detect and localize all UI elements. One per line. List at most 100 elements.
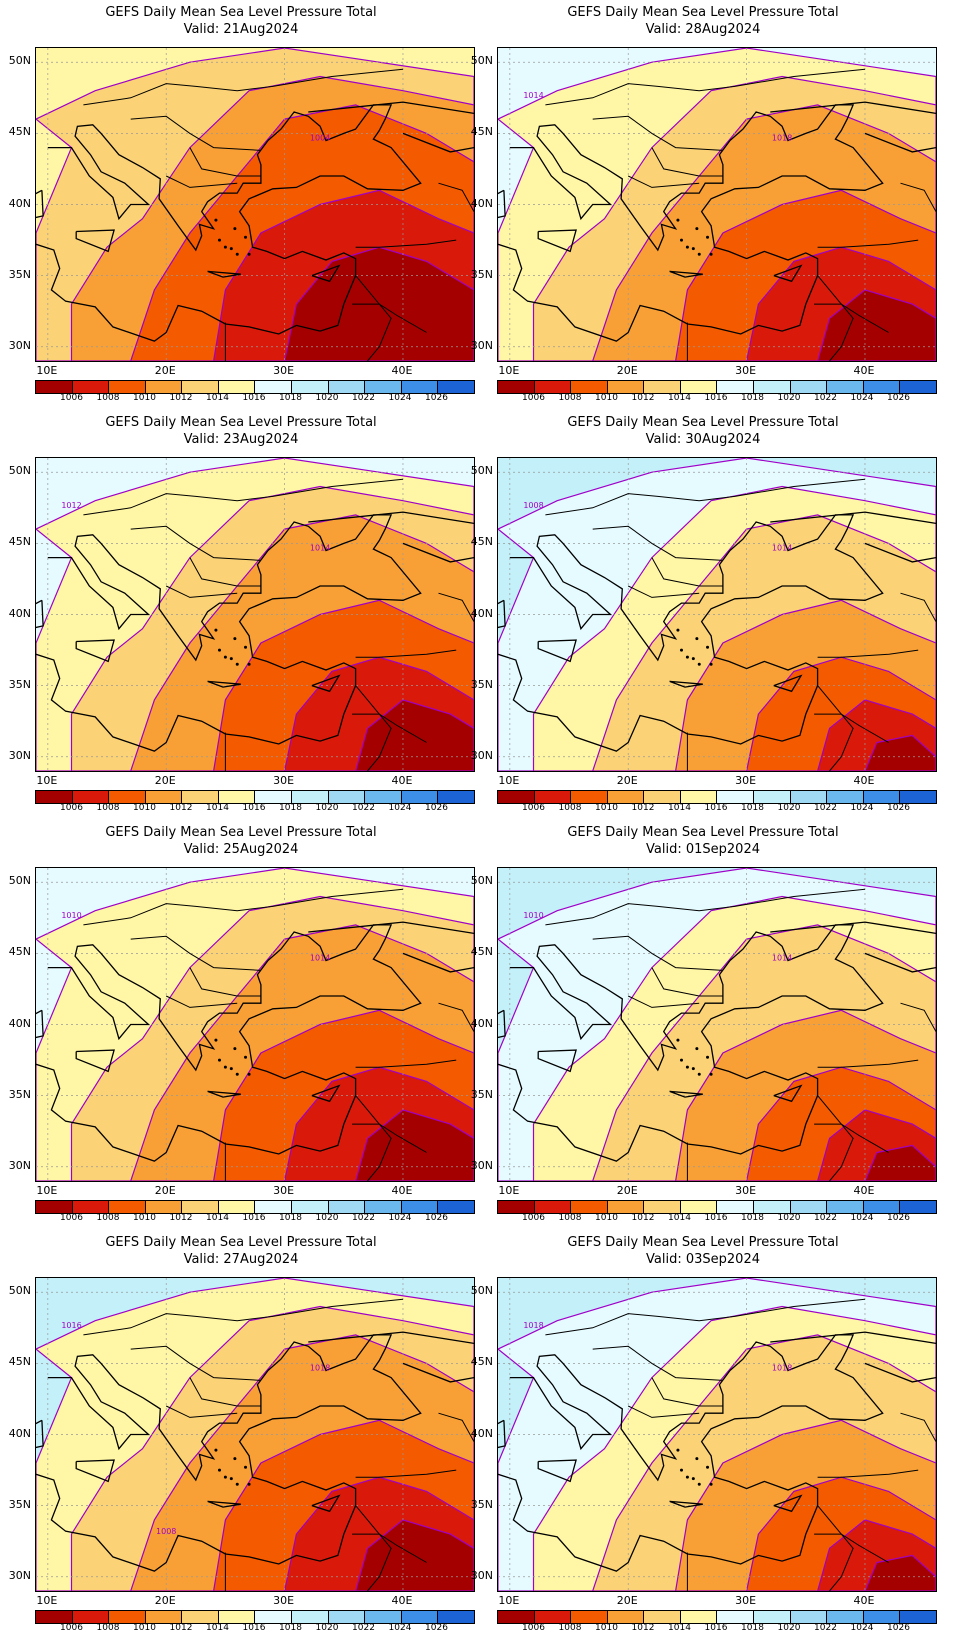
country-border [83,888,404,926]
coastline [75,1049,115,1073]
country-border [545,888,866,926]
colorbar-swatch [292,381,329,393]
lon-label: 10E [36,774,58,787]
map-svg: 1018 1018 [498,1278,936,1591]
contour-label: 1012 [61,501,81,510]
country-border [355,1505,392,1591]
coastline [537,1049,577,1073]
country-border [189,967,261,997]
island [235,252,239,256]
country-border [355,1059,457,1068]
colorbar-label: 1014 [206,393,229,403]
colorbar-label: 1008 [96,1213,120,1223]
island [235,1482,239,1486]
country-border [352,303,427,333]
colorbar-label: 1024 [850,803,874,813]
colorbar-label: 1026 [425,803,448,813]
colorbar-label: 1026 [425,1623,448,1633]
colorbar-label: 1006 [522,1213,545,1223]
colorbar-label: 1012 [169,1213,193,1223]
island [214,628,218,632]
island [691,657,695,661]
colorbar [497,1610,937,1624]
coastline [207,270,241,278]
coastline [36,1334,422,1572]
map-panel: GEFS Daily Mean Sea Level Pressure Total… [462,820,944,1230]
lon-label: 30E [273,1184,295,1197]
lat-label: 50N [470,1284,493,1298]
coastline [402,1362,474,1383]
coastline [75,229,115,253]
colorbar-swatch [827,791,864,803]
colorbar-label: 1014 [206,803,229,813]
lat-label: 40N [8,196,31,210]
island [214,218,218,222]
country-border [900,592,936,622]
map-title: GEFS Daily Mean Sea Level Pressure Total [567,825,839,840]
colorbar-swatch [255,791,293,803]
colorbar-swatch [182,1201,219,1213]
lon-label: 40E [391,364,413,377]
colorbar-label: 1008 [96,1623,120,1633]
contour-label: 1004 [310,133,330,142]
island [247,252,251,256]
colorbar-swatch [900,381,936,393]
lat-label: 30N [470,338,493,352]
colorbar-label: 1018 [741,803,764,813]
colorbar-label: 1022 [814,393,837,403]
coastline [311,1494,341,1513]
country-border [814,303,889,333]
lon-label: 10E [36,1594,58,1607]
colorbar-label: 1014 [206,1213,229,1223]
colorbar-label: 1024 [388,1213,412,1223]
colorbar-label: 1020 [777,1213,801,1223]
coastline [311,674,341,693]
coastline [864,1362,936,1383]
lat-label: 50N [470,874,493,888]
island [214,1448,218,1452]
colorbar-label: 1012 [631,1213,655,1223]
coastline [75,1459,115,1483]
colorbar-swatch [255,1201,293,1213]
island [244,1055,248,1059]
colorbar-label: 1020 [777,393,801,403]
colorbar-swatch [218,381,256,393]
island [223,1065,227,1069]
island [223,245,227,249]
colorbar-swatch [401,791,439,803]
lat-label: 45N [8,1355,31,1369]
colorbar-label: 1008 [558,1213,582,1223]
coastline [36,189,44,219]
lat-label: 50N [8,464,31,478]
country-border [83,68,404,106]
colorbar-label: 1006 [60,803,83,813]
lat-label: 40N [470,606,493,620]
colorbar-swatch [401,381,439,393]
country-border [817,1059,919,1068]
colorbar-label: 1024 [388,393,412,403]
colorbar-label: 1026 [425,1213,448,1223]
colorbar-swatch [328,381,366,393]
colorbar-swatch [680,1611,718,1623]
colorbar-label: 1020 [315,1213,339,1223]
colorbar-swatch [255,1611,293,1623]
valid-date: Valid: 01Sep2024 [646,842,760,857]
valid-date: Valid: 23Aug2024 [183,432,299,447]
country-border [355,239,457,248]
colorbar-label: 1006 [60,1623,83,1633]
colorbar-label: 1022 [352,1623,375,1633]
lon-label: 10E [498,774,520,787]
lat-label: 35N [8,1087,31,1101]
lat-label: 45N [8,945,31,959]
colorbar [35,380,475,394]
island [709,1482,713,1486]
country-border [651,147,723,177]
colorbar-label: 1008 [558,393,582,403]
colorbar-swatch [255,381,293,393]
contour-label: 1014 [772,543,792,552]
contour-label: 1014 [772,953,792,962]
lon-label: 30E [735,1184,757,1197]
lon-label: 30E [273,1594,295,1607]
country-border [355,685,392,771]
coastline [207,1090,241,1098]
